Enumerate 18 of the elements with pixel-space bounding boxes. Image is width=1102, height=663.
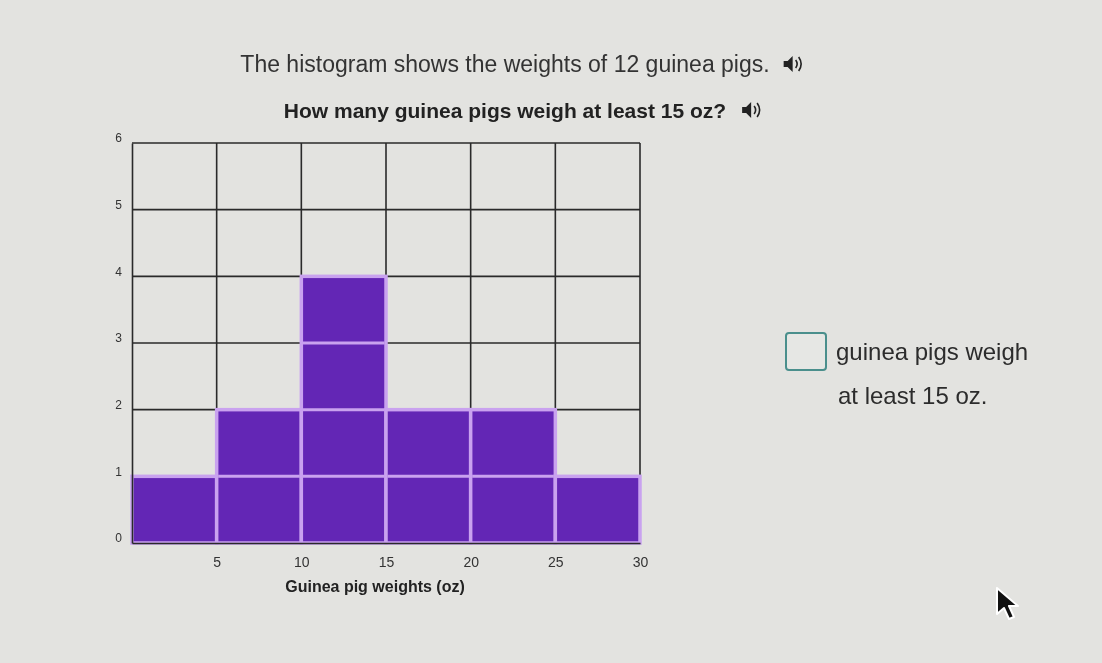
y-tick-label: 2 bbox=[115, 397, 123, 412]
x-tick-label: 15 bbox=[378, 553, 395, 570]
chart-title: The histogram shows the weights of 12 guinea pigs. bbox=[240, 51, 770, 77]
x-axis-title: Guinea pig weights (oz) bbox=[285, 578, 465, 595]
y-tick-label: 0 bbox=[115, 531, 123, 546]
x-tick-label: 20 bbox=[463, 553, 480, 570]
chart-subtitle: How many guinea pigs weigh at least 15 oz? bbox=[283, 99, 727, 122]
text: guinea pigs weigh bbox=[836, 338, 1029, 365]
x-tick-label: 5 bbox=[213, 553, 222, 570]
y-tick-label: 6 bbox=[115, 131, 123, 146]
y-tick-label: 5 bbox=[115, 197, 123, 212]
y-tick-label: 3 bbox=[115, 331, 123, 346]
x-tick-label: 30 bbox=[632, 553, 649, 570]
y-tick-label: 4 bbox=[115, 264, 123, 279]
text: at least 15 oz. bbox=[838, 382, 988, 409]
x-tick-label: 25 bbox=[548, 553, 564, 570]
x-tick-label: 10 bbox=[294, 553, 310, 570]
y-tick-label: 1 bbox=[115, 464, 123, 479]
